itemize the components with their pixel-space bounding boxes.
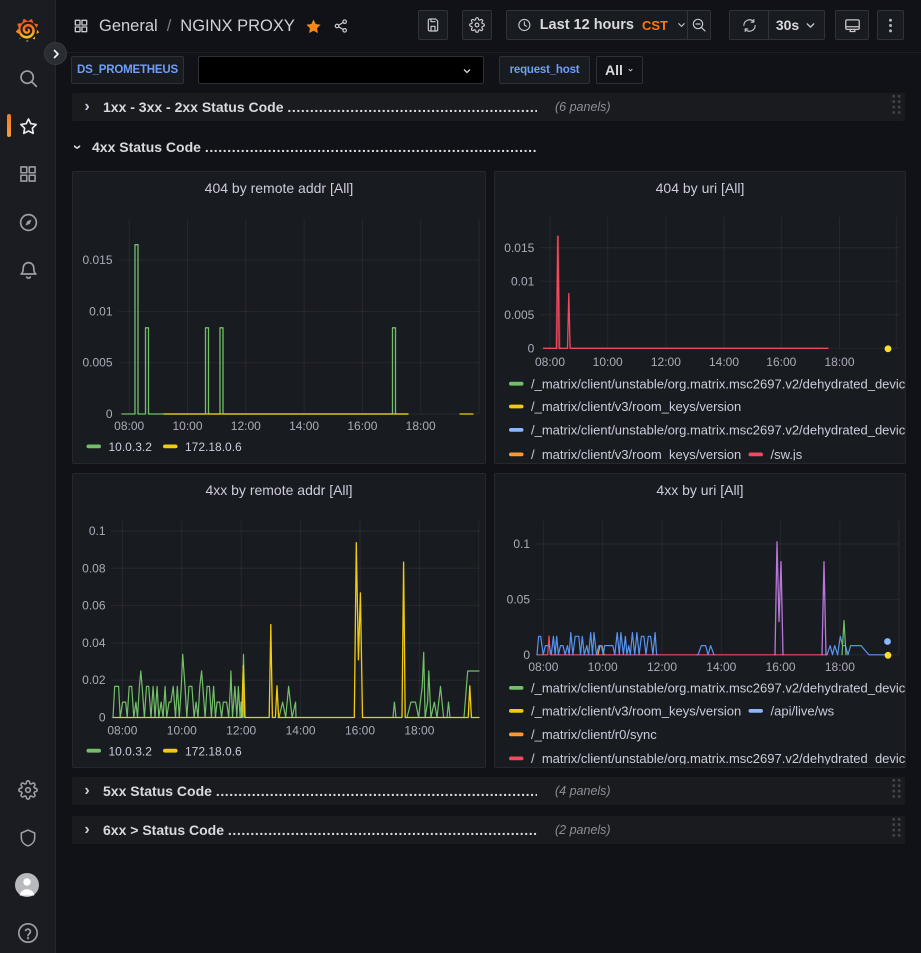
svg-text:/_matrix/client/r0/sync: /_matrix/client/r0/sync — [531, 727, 657, 742]
svg-text:/sw.js: /sw.js — [771, 447, 803, 462]
svg-text:10:00: 10:00 — [593, 355, 623, 369]
svg-text:16:00: 16:00 — [766, 355, 796, 369]
svg-text:18:00: 18:00 — [404, 724, 434, 738]
svg-text:0.005: 0.005 — [504, 308, 534, 322]
svg-text:4xx by uri [All]: 4xx by uri [All] — [656, 482, 743, 498]
svg-text:18:00: 18:00 — [824, 355, 854, 369]
svg-text:0.015: 0.015 — [82, 253, 112, 267]
svg-text:12:00: 12:00 — [226, 724, 256, 738]
svg-text:18:00: 18:00 — [825, 660, 855, 674]
svg-text:08:00: 08:00 — [535, 355, 565, 369]
svg-text:0.015: 0.015 — [504, 241, 534, 255]
svg-text:12:00: 12:00 — [647, 660, 677, 674]
svg-text:14:00: 14:00 — [289, 419, 319, 433]
svg-text:12:00: 12:00 — [231, 419, 261, 433]
svg-text:/api/live/ws: /api/live/ws — [771, 704, 835, 719]
svg-text:404 by remote addr [All]: 404 by remote addr [All] — [205, 180, 354, 196]
svg-text:0.1: 0.1 — [513, 537, 530, 551]
svg-text:0.1: 0.1 — [89, 524, 106, 538]
svg-text:14:00: 14:00 — [709, 355, 739, 369]
svg-text:16:00: 16:00 — [345, 724, 375, 738]
svg-text:0.005: 0.005 — [82, 356, 112, 370]
svg-text:0.04: 0.04 — [82, 636, 106, 650]
svg-text:404 by uri [All]: 404 by uri [All] — [656, 180, 745, 196]
svg-text:08:00: 08:00 — [107, 724, 137, 738]
svg-text:/_matrix/client/unstable/org.m: /_matrix/client/unstable/org.matrix.msc2… — [531, 376, 905, 391]
svg-text:18:00: 18:00 — [406, 419, 436, 433]
svg-text:0: 0 — [106, 407, 113, 421]
svg-text:/_matrix/client/unstable/org.m: /_matrix/client/unstable/org.matrix.msc2… — [531, 423, 905, 438]
svg-text:12:00: 12:00 — [651, 355, 681, 369]
svg-text:/_matrix/client/v3/room_keys/v: /_matrix/client/v3/room_keys/version — [531, 399, 741, 414]
svg-text:16:00: 16:00 — [347, 419, 377, 433]
svg-text:172.18.0.6: 172.18.0.6 — [185, 744, 242, 758]
svg-text:/_matrix/client/unstable/org.m: /_matrix/client/unstable/org.matrix.msc2… — [531, 681, 905, 696]
svg-text:08:00: 08:00 — [528, 660, 558, 674]
svg-text:14:00: 14:00 — [286, 724, 316, 738]
svg-text:0: 0 — [99, 711, 106, 725]
svg-text:0.02: 0.02 — [82, 673, 106, 687]
svg-text:10:00: 10:00 — [167, 724, 197, 738]
svg-text:10.0.3.2: 10.0.3.2 — [109, 440, 153, 454]
svg-text:0.01: 0.01 — [511, 274, 535, 288]
svg-text:0.05: 0.05 — [507, 592, 531, 606]
svg-text:/_matrix/client/v3/room_keys/v: /_matrix/client/v3/room_keys/version — [531, 704, 741, 719]
svg-text:/_matrix/client/unstable/org.m: /_matrix/client/unstable/org.matrix.msc2… — [531, 751, 905, 766]
svg-text:4xx by remote addr [All]: 4xx by remote addr [All] — [205, 482, 352, 498]
svg-text:0.08: 0.08 — [82, 561, 106, 575]
svg-text:0.06: 0.06 — [82, 599, 106, 613]
svg-text:172.18.0.6: 172.18.0.6 — [185, 440, 242, 454]
svg-text:14:00: 14:00 — [706, 660, 736, 674]
svg-text:10.0.3.2: 10.0.3.2 — [109, 744, 153, 758]
svg-text:16:00: 16:00 — [766, 660, 796, 674]
svg-text:0: 0 — [523, 648, 530, 662]
svg-text:10:00: 10:00 — [588, 660, 618, 674]
svg-text:0.01: 0.01 — [89, 304, 113, 318]
svg-text:0: 0 — [528, 341, 535, 355]
svg-text:/_matrix/client/v3/room_keys/v: /_matrix/client/v3/room_keys/version — [531, 447, 741, 462]
svg-text:08:00: 08:00 — [114, 419, 144, 433]
svg-text:10:00: 10:00 — [172, 419, 202, 433]
